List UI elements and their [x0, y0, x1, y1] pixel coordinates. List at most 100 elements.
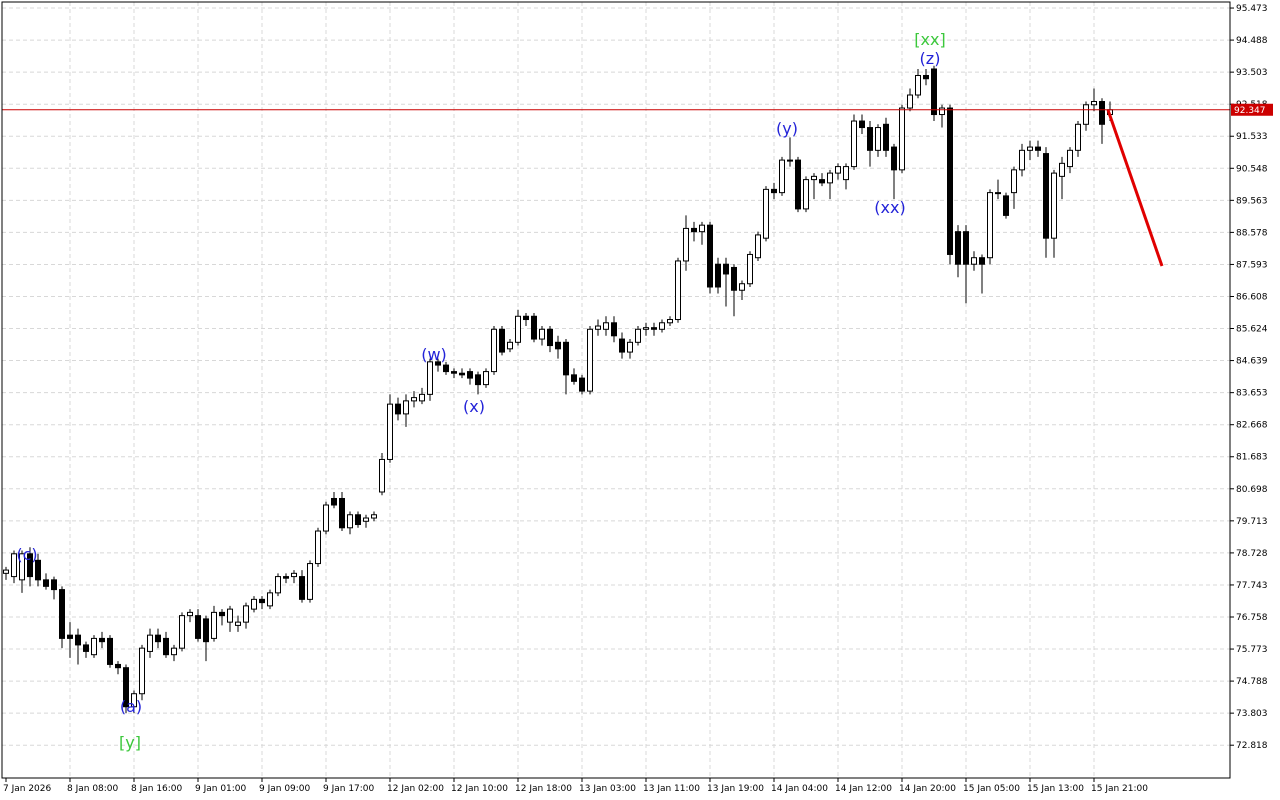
- candle-body: [507, 341, 513, 350]
- candle-body: [1003, 195, 1009, 216]
- candle-body: [755, 234, 761, 259]
- y-tick-label: 81.683: [1236, 453, 1268, 463]
- candle-body: [875, 127, 881, 151]
- x-tick-label: 8 Jan 08:00: [67, 784, 119, 794]
- candle-body: [43, 579, 49, 587]
- candle-body: [771, 188, 777, 194]
- x-tick-label: 14 Jan 04:00: [771, 784, 828, 794]
- y-tick-label: 75.773: [1236, 645, 1268, 655]
- forecast-line: [1106, 109, 1164, 267]
- candle-body: [587, 328, 593, 392]
- candle-body: [203, 618, 209, 643]
- candle-body: [195, 615, 201, 639]
- y-tick-label: 90.548: [1236, 164, 1268, 174]
- y-tick-label: 88.578: [1236, 228, 1268, 238]
- candle-body: [75, 634, 81, 646]
- candle-body: [475, 374, 481, 386]
- x-tick-label: 7 Jan 2026: [3, 784, 51, 794]
- candle-body: [747, 253, 753, 285]
- candle-body: [883, 123, 889, 151]
- candle-body: [691, 227, 697, 233]
- y-tick-label: 83.653: [1236, 389, 1268, 399]
- candles: [3, 65, 1113, 714]
- candle-body: [355, 514, 361, 526]
- grid: 95.47394.48893.50392.51891.53390.54889.5…: [2, 2, 1268, 794]
- candle-body: [259, 598, 265, 604]
- candle-body: [1075, 123, 1081, 151]
- candle-body: [139, 647, 145, 695]
- candle-body: [827, 172, 833, 184]
- candle-body: [243, 605, 249, 623]
- candle-body: [835, 166, 841, 174]
- x-tick-label: 15 Jan 13:00: [1027, 784, 1084, 794]
- candle-body: [227, 608, 233, 623]
- candle-body: [907, 94, 913, 109]
- candle-body: [67, 634, 73, 639]
- candle-body: [1011, 169, 1017, 194]
- x-tick-label: 13 Jan 11:00: [643, 784, 700, 794]
- candle-body: [107, 637, 113, 665]
- candle-body: [1035, 146, 1041, 151]
- candle-body: [699, 224, 705, 233]
- candle-body: [931, 68, 937, 116]
- candle-body: [867, 127, 873, 151]
- y-tick-label: 87.593: [1236, 260, 1268, 270]
- candle-body: [163, 637, 169, 656]
- candle-body: [187, 611, 193, 617]
- candle-body: [307, 563, 313, 600]
- candle-body: [979, 257, 985, 265]
- candle-body: [379, 458, 385, 493]
- candle-body: [955, 231, 961, 265]
- candle-body: [603, 322, 609, 330]
- candle-body: [843, 166, 849, 181]
- candle-body: [155, 634, 161, 643]
- candle-body: [11, 553, 17, 578]
- candle-body: [395, 403, 401, 415]
- candle-body: [467, 371, 473, 379]
- y-tick-label: 80.698: [1236, 485, 1268, 495]
- candle-body: [547, 328, 553, 347]
- candle-body: [27, 553, 33, 578]
- candle-body: [347, 514, 353, 529]
- candle-body: [491, 328, 497, 373]
- candle-body: [515, 315, 521, 343]
- wave-label: (z): [920, 49, 941, 68]
- wave-label: (c): [16, 545, 37, 564]
- candle-body: [427, 361, 433, 395]
- candle-body: [331, 497, 337, 506]
- candle-body: [123, 667, 129, 708]
- candle-body: [859, 120, 865, 129]
- y-tick-label: 93.503: [1236, 68, 1268, 78]
- candle-body: [363, 517, 369, 522]
- x-tick-label: 9 Jan 09:00: [259, 784, 311, 794]
- candle-body: [403, 400, 409, 415]
- candle-body: [211, 611, 217, 639]
- candle-body: [115, 663, 121, 669]
- candle-body: [739, 283, 745, 291]
- x-tick-label: 13 Jan 19:00: [707, 784, 764, 794]
- candle-body: [715, 263, 721, 288]
- x-tick-label: 15 Jan 05:00: [963, 784, 1020, 794]
- candle-body: [1099, 101, 1105, 125]
- candle-body: [451, 371, 457, 374]
- candle-body: [595, 325, 601, 330]
- candle-body: [35, 559, 41, 581]
- candle-body: [291, 572, 297, 578]
- candle-body: [787, 159, 793, 162]
- x-tick-label: 8 Jan 16:00: [131, 784, 183, 794]
- candle-body: [435, 361, 441, 366]
- candle-body: [1027, 146, 1033, 151]
- wave-label: [xx]: [914, 30, 945, 49]
- y-tick-label: 73.803: [1236, 709, 1268, 719]
- candle-body: [531, 315, 537, 340]
- y-tick-label: 91.533: [1236, 132, 1268, 142]
- candle-body: [851, 120, 857, 168]
- candle-body: [923, 74, 929, 80]
- y-tick-label: 85.624: [1236, 325, 1268, 335]
- x-tick-label: 13 Jan 03:00: [579, 784, 636, 794]
- candle-body: [731, 266, 737, 291]
- candle-body: [659, 322, 665, 330]
- candle-body: [971, 257, 977, 265]
- candle-body: [1067, 149, 1073, 168]
- wave-label: (x): [463, 397, 485, 416]
